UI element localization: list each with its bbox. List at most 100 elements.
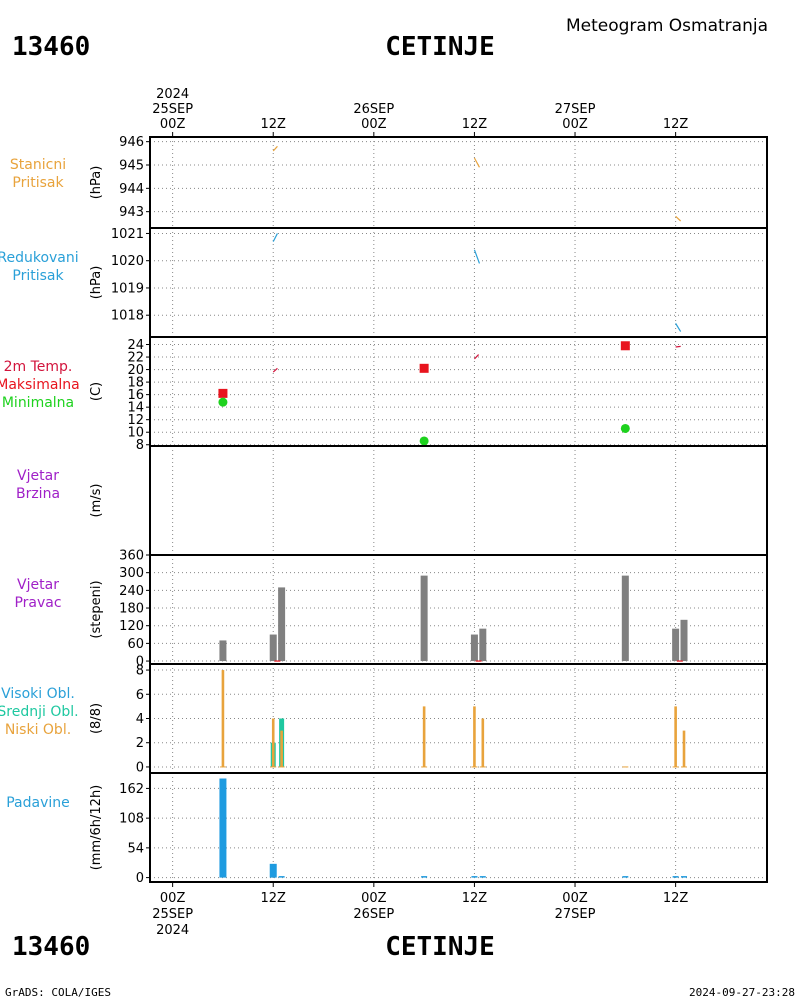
cloud-low-bar <box>682 730 686 767</box>
min-temp-marker <box>218 397 228 407</box>
y-axis-label: (hPa) <box>89 166 104 200</box>
panel-frame <box>149 336 768 447</box>
pressure-line-segment <box>675 215 682 222</box>
cloud-low-bar <box>473 706 476 767</box>
panel-label: Brzina <box>16 486 60 502</box>
temperature-line-segment <box>473 354 480 360</box>
panel-label: Visoki Obl. <box>1 686 75 702</box>
precip-bar <box>269 863 277 878</box>
pressure-line-segment <box>675 323 682 332</box>
y-tick-label: 360 <box>119 549 144 564</box>
panel-label: Pritisak <box>12 268 64 284</box>
pressure-line-segment <box>473 157 480 168</box>
bottom-time-label: 27SEP <box>555 907 596 922</box>
panel-redukovani_pritisak: 1018 1019 1020 1021 (hPa) Redukovani Pritisak <box>0 227 768 338</box>
precip-bar <box>471 876 478 878</box>
wind-direction-bar <box>621 575 629 662</box>
panel-stanicni_pritisak: 943 944 945 946 (hPa) Stanicni Pritisak <box>10 135 768 229</box>
precip-bar <box>278 876 285 878</box>
pressure-line-segment <box>272 233 278 242</box>
y-tick-label: 6 <box>136 688 144 703</box>
y-tick-label: 0 <box>136 760 144 775</box>
y-tick-label: 0 <box>136 871 144 886</box>
top-time-label: 12Z <box>663 117 689 132</box>
y-tick-label: 16 <box>127 388 144 403</box>
y-tick-label: 945 <box>119 159 144 174</box>
y-axis-label: (m/s) <box>89 484 104 518</box>
bottom-time-label: 2024 <box>156 923 189 938</box>
cloud-low-bar <box>280 730 283 767</box>
top-time-label: 2024 <box>156 87 189 102</box>
cloud-low-bar <box>674 706 677 767</box>
y-axis-label: (C) <box>89 382 104 401</box>
panel-label: Pravac <box>14 595 61 611</box>
y-axis-label: (stepeni) <box>89 580 104 638</box>
top-time-label: 12Z <box>462 117 488 132</box>
max-temp-marker <box>620 341 630 351</box>
temperature-line-segment <box>272 367 278 373</box>
panel-frame <box>149 445 768 556</box>
y-tick-label: 8 <box>136 438 144 453</box>
top-time-label: 00Z <box>160 117 186 132</box>
bottom-time-label: 12Z <box>462 891 488 906</box>
top-time-label: 26SEP <box>353 102 394 117</box>
precip-bar <box>421 876 428 878</box>
bottom-time-label: 12Z <box>261 891 287 906</box>
cloud-low-bar <box>422 706 426 767</box>
max-temp-marker <box>218 388 228 398</box>
panel-padavine: 0 54 108 162 (mm/6h/12h) Padavine <box>6 772 768 886</box>
bottom-time-label: 12Z <box>663 891 689 906</box>
y-tick-label: 1021 <box>111 227 144 242</box>
y-tick-label: 54 <box>127 841 144 856</box>
y-tick-label: 60 <box>127 637 144 652</box>
panel-label: Padavine <box>6 795 70 811</box>
top-time-label: 27SEP <box>555 102 596 117</box>
station-id-bottom: 13460 <box>12 932 90 962</box>
panel-oblacnost: 0 2 4 6 8 (8/8) Visoki Obl. Srednji Obl. Niski O… <box>0 663 768 775</box>
y-tick-label: 2 <box>136 736 144 751</box>
precip-bar <box>479 876 486 878</box>
y-tick-label: 22 <box>127 351 144 366</box>
top-time-label: 00Z <box>361 117 387 132</box>
panel-label: Redukovani <box>0 250 79 266</box>
y-tick-label: 108 <box>119 812 144 827</box>
panel-label: Pritisak <box>12 175 64 191</box>
panel-frame <box>149 772 768 883</box>
precip-bar <box>681 876 688 878</box>
panel-vjetar_brzina: (m/s) Vjetar Brzina <box>16 445 768 556</box>
y-tick-label: 944 <box>119 182 144 197</box>
panel-label: Srednji Obl. <box>0 704 79 720</box>
temperature-line-segment <box>675 345 681 348</box>
wind-direction-bar <box>479 628 487 662</box>
y-tick-label: 946 <box>119 135 144 150</box>
footer-credit: GrADS: COLA/IGES <box>5 986 111 999</box>
wind-direction-bar <box>680 619 688 662</box>
y-axis-label: (mm/6h/12h) <box>89 785 104 871</box>
wind-direction-bar <box>278 587 286 662</box>
max-temp-marker <box>419 363 429 373</box>
bottom-time-label: 00Z <box>160 891 186 906</box>
pressure-line-segment <box>272 145 278 152</box>
y-tick-label: 8 <box>136 664 144 679</box>
cloud-low-bar <box>221 670 225 767</box>
precip-bar <box>622 876 629 878</box>
y-tick-label: 120 <box>119 619 144 634</box>
panel-label: 2m Temp. <box>4 359 73 375</box>
precip-bar <box>672 876 679 878</box>
cloud-low-bar <box>481 718 485 767</box>
panel-vjetar_pravac: 0 60 120 180 240 300 360 (stepeni) Vjetar Pravac <box>14 549 768 670</box>
station-name-bottom: CETINJE <box>385 932 495 962</box>
wind-direction-bar <box>269 634 277 662</box>
panel-frame <box>149 136 768 229</box>
bottom-time-label: 26SEP <box>353 907 394 922</box>
top-time-label: 25SEP <box>152 102 193 117</box>
y-axis-label: (hPa) <box>89 266 104 300</box>
min-temp-marker <box>419 436 429 446</box>
wind-direction-bar <box>470 634 478 662</box>
station-name-top: CETINJE <box>385 32 495 62</box>
cloud-low-bar <box>271 718 275 767</box>
y-tick-label: 10 <box>127 426 144 441</box>
y-tick-label: 20 <box>127 363 144 378</box>
